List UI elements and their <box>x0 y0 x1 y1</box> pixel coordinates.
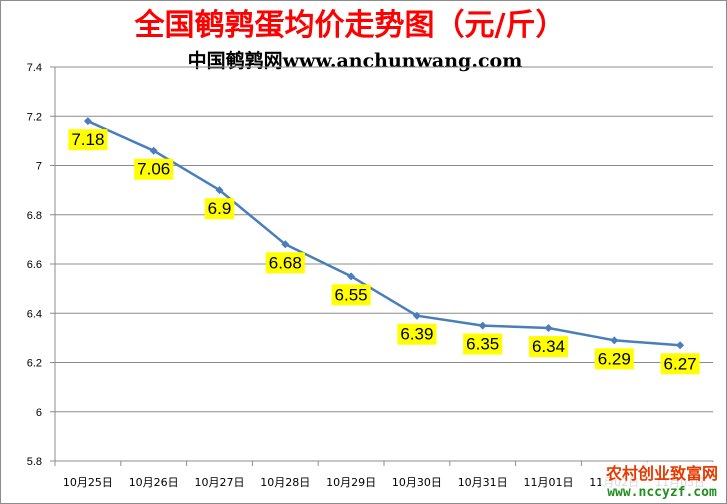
data-point <box>412 311 421 320</box>
data-label: 6.29 <box>594 348 634 370</box>
data-label: 6.9 <box>204 198 235 220</box>
data-point <box>149 146 158 155</box>
y-axis-ticks: 5.8 6 6.2 6.4 6.6 6.8 7 7.2 7.4 <box>27 62 55 468</box>
data-label: 6.34 <box>528 336 569 358</box>
series-line <box>83 117 685 350</box>
watermark-line2: www.nccyzf.com <box>607 485 717 500</box>
x-tick-label: 10月30日 <box>392 476 442 489</box>
data-label-background <box>134 158 174 180</box>
x-tick-label: 11月01日 <box>524 476 574 489</box>
data-label-background <box>204 198 235 220</box>
data-point <box>215 186 224 195</box>
data-label: 6.68 <box>265 252 305 274</box>
data-point <box>83 117 92 126</box>
data-label: 7.18 <box>68 129 108 151</box>
data-label-background <box>594 348 634 370</box>
x-tick-label: 10月26日 <box>129 476 179 489</box>
data-point <box>610 336 619 345</box>
data-label-background <box>463 333 503 355</box>
data-label-text: 6.68 <box>269 253 302 272</box>
y-tick-label: 7 <box>36 161 42 173</box>
watermark-logo: 农村创业致富网 www.nccyzf.com <box>600 462 723 502</box>
data-point <box>281 240 290 249</box>
data-point <box>347 272 356 281</box>
data-label-background <box>265 252 305 274</box>
data-label-text: 6.55 <box>335 285 368 304</box>
data-label: 6.39 <box>397 323 437 345</box>
data-label-text: 6.27 <box>664 354 697 373</box>
gridlines <box>55 66 713 462</box>
watermark-line1: 农村创业致富网 <box>605 464 718 483</box>
data-label: 6.27 <box>660 353 700 375</box>
x-tick-label: 10月25日 <box>63 476 113 489</box>
x-tick-label: 10月27日 <box>195 476 245 489</box>
data-label-background <box>397 323 437 345</box>
y-tick-label: 6 <box>36 407 42 419</box>
data-label-text: 6.34 <box>532 337 565 356</box>
data-label-text: 6.29 <box>598 349 631 368</box>
y-tick-label: 6.6 <box>27 259 42 271</box>
data-label-text: 6.39 <box>400 325 433 344</box>
chart-subtitle: 中国鹌鹑网www.anchunwang.com <box>188 49 523 72</box>
data-label-background <box>528 336 569 358</box>
data-label-text: 7.06 <box>137 160 170 179</box>
y-tick-label: 6.2 <box>27 358 42 370</box>
data-label-background <box>68 129 108 151</box>
y-tick-label: 6.4 <box>27 308 42 320</box>
data-label-background <box>331 284 371 306</box>
y-tick-label: 6.8 <box>27 210 42 222</box>
series-line-path <box>87 120 681 347</box>
data-label-background <box>660 353 700 375</box>
chart-title: 全国鹌鹑蛋均价走势图（元/斤） <box>134 8 566 43</box>
data-label: 6.35 <box>463 333 503 355</box>
data-label: 6.55 <box>331 284 371 306</box>
y-tick-label: 7.4 <box>27 62 42 74</box>
y-tick-label: 7.2 <box>27 111 42 123</box>
data-point <box>676 341 685 350</box>
data-point <box>544 324 553 333</box>
data-label-text: 6.35 <box>466 335 499 354</box>
data-labels: 7.18 7.06 6.9 6.68 6.55 6.39 6.35 6.34 6.29 6.27 <box>68 129 700 375</box>
x-tick-label: 10月31日 <box>458 476 508 489</box>
y-tick-label: 5.8 <box>27 456 42 468</box>
x-tick-label: 10月29日 <box>326 476 376 489</box>
data-label-text: 7.18 <box>71 130 104 149</box>
data-label-text: 6.9 <box>208 199 232 218</box>
watermark-panel <box>600 462 723 502</box>
data-point <box>478 321 487 330</box>
x-tick-label: 10月28日 <box>260 476 310 489</box>
data-label: 7.06 <box>134 158 174 180</box>
